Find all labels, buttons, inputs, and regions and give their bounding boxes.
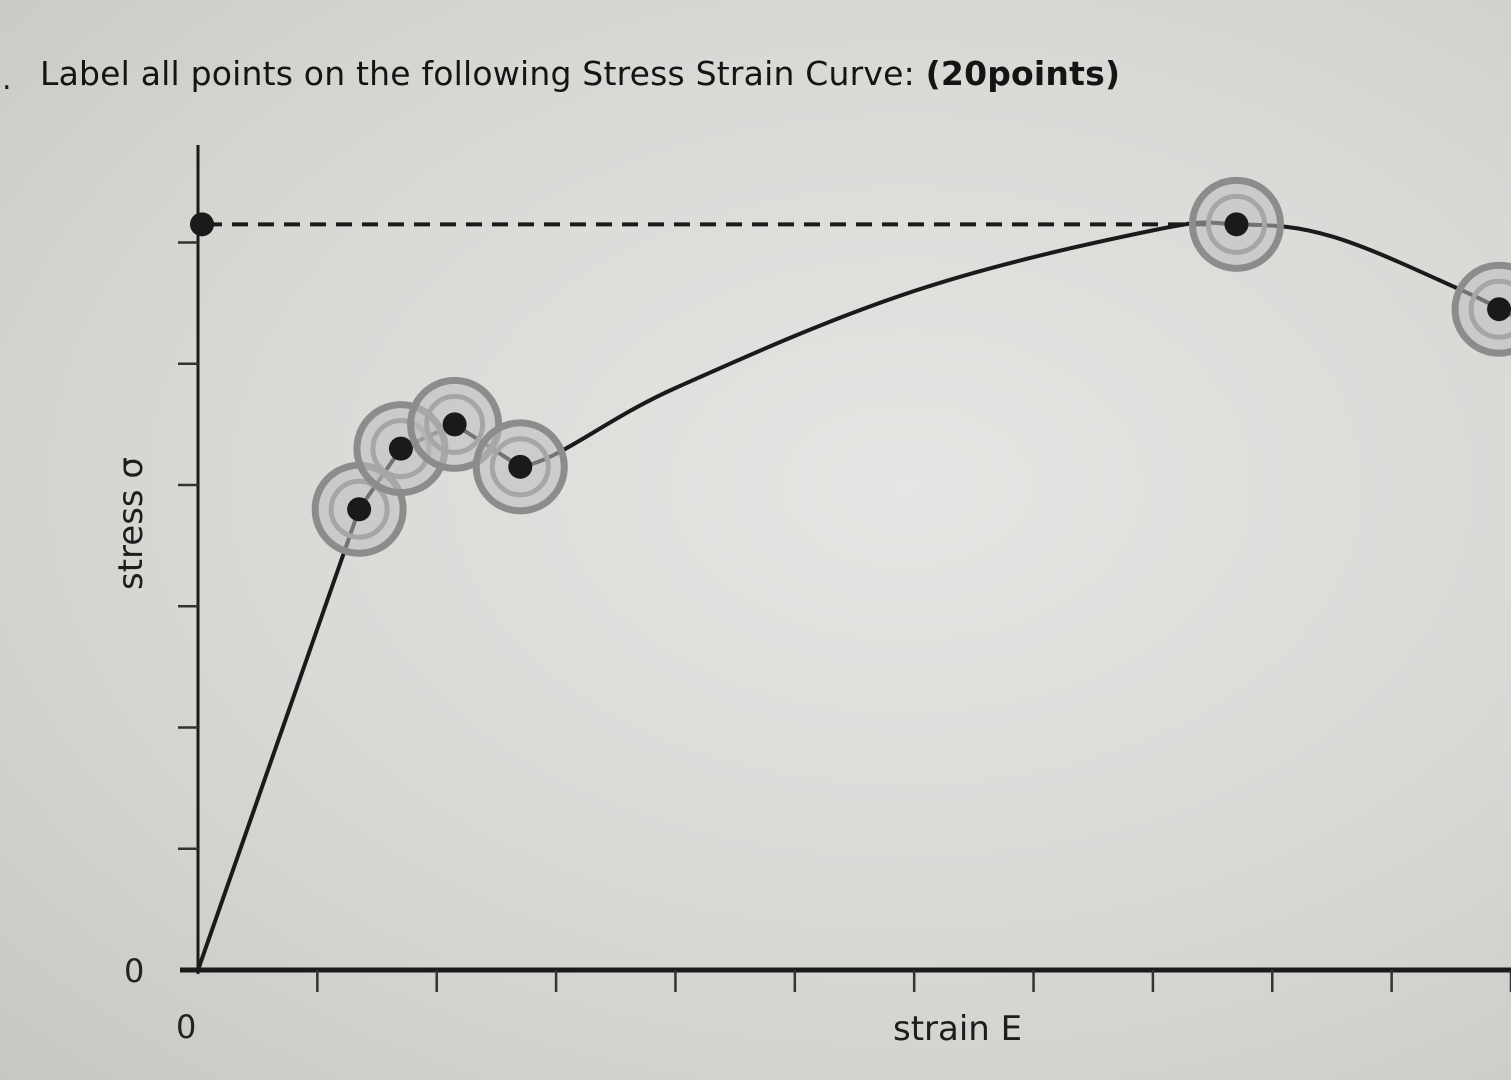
- chart-labels: 0 0 strain E stress σ: [111, 457, 1022, 1049]
- marked-point-6: [1451, 261, 1511, 357]
- point-ring-inner: [424, 393, 486, 455]
- curve-path: [196, 220, 1511, 971]
- question-text: Label all points on the following Stress…: [40, 54, 1120, 93]
- point-ring-inner: [489, 436, 551, 498]
- point-ring-inner: [328, 478, 390, 540]
- y-axis-ultimate-dot: [190, 212, 214, 237]
- point-dot: [1224, 212, 1249, 237]
- point-dot: [347, 497, 372, 522]
- point-dot: [442, 412, 467, 437]
- point-ring-outer: [1451, 261, 1511, 357]
- stress-strain-curve: [196, 220, 1511, 971]
- question-points: (20points): [925, 54, 1121, 93]
- point-dot: [1487, 297, 1511, 322]
- marked-point-3: [407, 376, 503, 472]
- y-origin-label: 0: [124, 952, 144, 990]
- marked-point-4: [472, 419, 568, 515]
- point-dot: [388, 436, 413, 461]
- point-dot: [508, 454, 533, 479]
- chart-axes: [180, 145, 1511, 974]
- x-origin-label: 0: [176, 1008, 196, 1046]
- chart-ticks: [178, 241, 1511, 992]
- question-prompt: Label all points on the following Stress…: [40, 54, 926, 93]
- ultimate-reference-line: [190, 212, 1207, 237]
- x-axis-label: strain E: [893, 1009, 1022, 1049]
- question-bullet: .: [2, 62, 12, 97]
- point-ring-inner: [1205, 193, 1267, 255]
- point-ring-inner: [1468, 278, 1511, 340]
- y-axis-label: stress σ: [111, 457, 151, 590]
- marked-points: [311, 176, 1511, 557]
- marked-point-5: [1188, 176, 1284, 272]
